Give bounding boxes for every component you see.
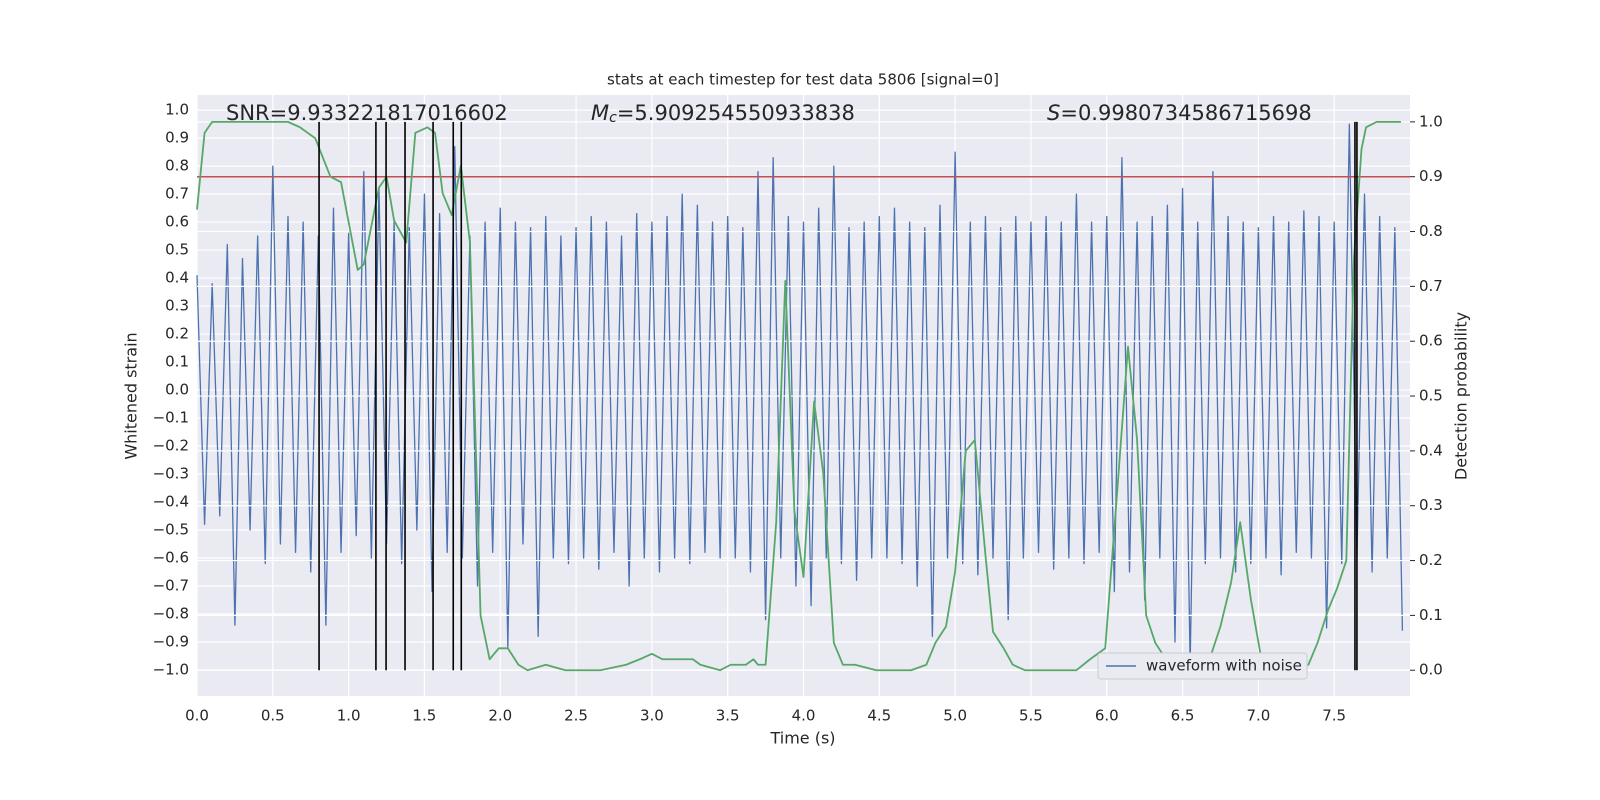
annotation: SNR=9.933221817016602 bbox=[226, 101, 508, 125]
y2-tick-label: 0.7 bbox=[1419, 277, 1443, 295]
y-tick-label: −0.2 bbox=[153, 437, 189, 455]
y2-tick-label: 0.0 bbox=[1419, 661, 1443, 679]
y-tick-label: −0.4 bbox=[153, 493, 189, 511]
y2-axis-label: Detection probability bbox=[1452, 312, 1471, 480]
x-tick-label: 1.5 bbox=[413, 707, 437, 725]
legend-label: waveform with noise bbox=[1146, 657, 1302, 675]
probability-line bbox=[196, 120, 1401, 672]
annotation-text: =5.909254550933838 bbox=[617, 101, 855, 125]
y-tick-label: 0.3 bbox=[165, 297, 189, 315]
y2-tick-label: 0.4 bbox=[1419, 441, 1443, 459]
x-tick-label: 5.5 bbox=[1019, 707, 1043, 725]
annotation: Mc=5.909254550933838 bbox=[591, 101, 855, 126]
y-tick-label: −0.1 bbox=[153, 409, 189, 427]
y-tick-label: −0.8 bbox=[153, 604, 189, 622]
annotation-text: =0.9980734586715698 bbox=[1060, 101, 1311, 125]
y2-tick-label: 0.3 bbox=[1419, 496, 1443, 514]
y-tick-label: 0.2 bbox=[165, 325, 189, 343]
y-tick-label: −0.5 bbox=[153, 521, 189, 539]
y-tick-label: −0.3 bbox=[153, 465, 189, 483]
x-tick-label: 7.0 bbox=[1246, 707, 1270, 725]
x-tick-label: 6.0 bbox=[1095, 707, 1119, 725]
y2-tick-label: 0.2 bbox=[1419, 551, 1443, 569]
annotation: S=0.9980734586715698 bbox=[1047, 101, 1312, 125]
y-tick-label: −0.6 bbox=[153, 548, 189, 566]
legend-box bbox=[1097, 652, 1308, 680]
y-axis-label: Whitened strain bbox=[122, 332, 141, 459]
y-tick-label: 0.9 bbox=[165, 129, 189, 147]
y-tick-label: 0.8 bbox=[165, 157, 189, 175]
x-tick-label: 7.5 bbox=[1322, 707, 1346, 725]
y2-tick-label: 0.8 bbox=[1419, 222, 1443, 240]
annotation-symbol: S bbox=[1047, 101, 1060, 125]
y2-tick-label: 1.0 bbox=[1419, 112, 1443, 130]
y-tick-label: 0.1 bbox=[165, 353, 189, 371]
y2-tick-label: 0.1 bbox=[1419, 606, 1443, 624]
annotation-text: SNR=9.933221817016602 bbox=[226, 101, 508, 125]
x-tick-label: 6.5 bbox=[1171, 707, 1195, 725]
x-tick-label: 3.0 bbox=[640, 707, 664, 725]
x-axis-label: Time (s) bbox=[769, 729, 835, 748]
y-tick-label: −0.9 bbox=[153, 632, 189, 650]
y-tick-label: 0.7 bbox=[165, 185, 189, 203]
x-tick-label: 4.5 bbox=[867, 707, 891, 725]
y-tick-label: −0.7 bbox=[153, 576, 189, 594]
y2-tick-label: 0.9 bbox=[1419, 167, 1443, 185]
y2-tick-label: 0.6 bbox=[1419, 332, 1443, 350]
x-tick-label: 1.0 bbox=[337, 707, 361, 725]
x-tick-label: 2.0 bbox=[488, 707, 512, 725]
y-tick-label: 0.4 bbox=[165, 269, 189, 287]
annotation-subscript: c bbox=[609, 110, 617, 126]
y2-tick-label: 0.5 bbox=[1419, 387, 1443, 405]
y-tick-label: 1.0 bbox=[165, 101, 189, 119]
y-tick-label: 0.6 bbox=[165, 213, 189, 231]
y-tick-label: 0.0 bbox=[165, 381, 189, 399]
x-tick-label: 3.5 bbox=[716, 707, 740, 725]
x-tick-label: 0.0 bbox=[185, 707, 209, 725]
y-tick-label: −1.0 bbox=[153, 660, 189, 678]
x-tick-label: 0.5 bbox=[261, 707, 285, 725]
x-tick-label: 5.0 bbox=[943, 707, 967, 725]
annotation-symbol: M bbox=[591, 101, 609, 125]
x-tick-label: 2.5 bbox=[564, 707, 588, 725]
y-tick-label: 0.5 bbox=[165, 241, 189, 259]
x-tick-label: 4.0 bbox=[792, 707, 816, 725]
waveform-line bbox=[196, 123, 1404, 666]
chart-title: stats at each timestep for test data 580… bbox=[607, 71, 999, 89]
